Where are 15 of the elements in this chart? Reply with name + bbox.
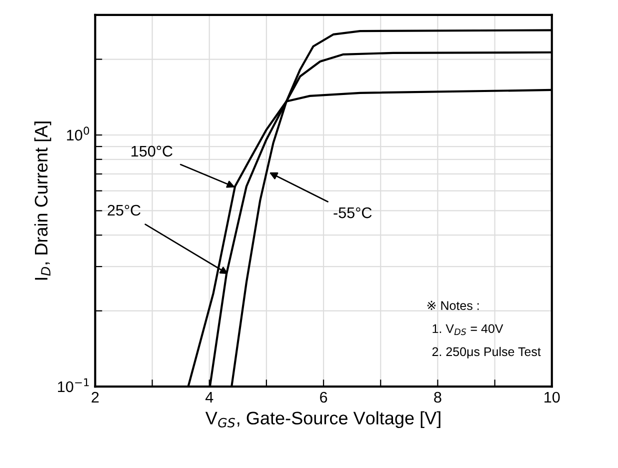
annotation: 2. 250μs Pulse Test	[432, 346, 541, 358]
x-tick-label: 8	[434, 392, 442, 403]
annotation: 150°C	[132, 146, 172, 157]
annotation: 1. V$_{DS}$ = 40V	[432, 324, 504, 336]
annotation: -55°C	[334, 207, 372, 218]
x-tick-label: 2	[92, 392, 99, 402]
x-tick-label: 4	[205, 392, 214, 402]
y-tick-label: 10$^{0}$	[67, 126, 90, 141]
x-axis-title: V$_{GS}$, Gate-Source Voltage [V]	[205, 411, 440, 428]
annotation: 25°C	[108, 204, 141, 216]
x-tick-label: 10	[544, 392, 560, 403]
y-tick-label: 10$^{−1}$	[58, 378, 89, 392]
x-tick-label: 6	[320, 392, 328, 403]
annotation: ※ Notes :	[427, 300, 479, 310]
y-axis-title: I$_{D}$, Drain Current [A]	[34, 122, 52, 280]
